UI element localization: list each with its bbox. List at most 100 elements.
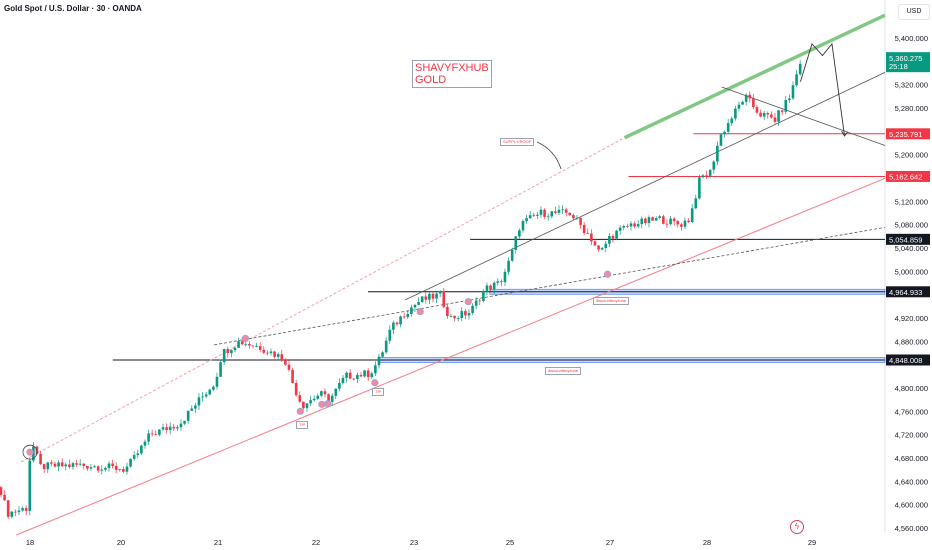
candle-body xyxy=(428,293,431,300)
trendline-red-solid xyxy=(16,177,886,536)
candle-body xyxy=(208,389,212,395)
candle xyxy=(590,229,593,246)
candle-body xyxy=(694,198,698,209)
candle xyxy=(730,116,734,126)
candle xyxy=(122,466,125,474)
candle xyxy=(158,429,161,437)
candle-body xyxy=(273,351,276,357)
x-tick-label: 21 xyxy=(214,538,222,547)
candle-body xyxy=(719,134,723,146)
candle xyxy=(208,388,212,396)
candle xyxy=(564,207,568,217)
y-tick-label: 4,680.000 xyxy=(895,454,928,463)
y-tick-label: 5,000.000 xyxy=(895,267,928,276)
candle-body xyxy=(485,285,489,291)
candle-body xyxy=(104,467,107,470)
candle-body xyxy=(762,112,766,117)
candle-body xyxy=(629,223,633,227)
brand-line-2: GOLD xyxy=(415,74,447,86)
candle xyxy=(654,216,658,221)
candle-body xyxy=(453,315,456,319)
candle xyxy=(690,204,694,224)
candle-body xyxy=(626,225,629,227)
candle xyxy=(744,93,748,106)
candle xyxy=(392,320,395,335)
candle xyxy=(795,70,798,88)
candle xyxy=(276,352,280,361)
candle-body xyxy=(464,311,467,316)
candle xyxy=(438,290,442,298)
candle xyxy=(75,459,78,467)
candle xyxy=(726,118,730,135)
candle xyxy=(770,111,773,119)
candle xyxy=(312,395,316,402)
candle-body xyxy=(554,211,557,213)
candle-body xyxy=(791,85,795,99)
candle xyxy=(514,235,518,254)
candle xyxy=(28,457,32,516)
candle-body xyxy=(262,349,266,353)
candle xyxy=(338,378,341,392)
candle-body xyxy=(42,464,46,470)
candle xyxy=(478,298,482,306)
x-tick-label: 28 xyxy=(703,538,711,547)
candle xyxy=(557,205,561,215)
y-tick-label: 4,760.000 xyxy=(895,407,928,416)
candle-body xyxy=(730,118,734,124)
candle-body xyxy=(644,218,647,224)
highlight-circle xyxy=(22,444,38,460)
candle-body xyxy=(50,462,53,464)
candle xyxy=(309,395,312,406)
candle xyxy=(125,462,129,475)
candle-body xyxy=(154,434,158,436)
candle xyxy=(456,315,460,322)
candle-body xyxy=(266,352,269,354)
candle-body xyxy=(222,348,226,363)
candle-body xyxy=(136,453,140,456)
touch-point-marker xyxy=(603,270,612,278)
candle xyxy=(86,465,89,471)
candle xyxy=(500,279,503,287)
candle xyxy=(615,229,618,241)
candle xyxy=(536,211,539,219)
flash-icon[interactable]: ϟ xyxy=(790,520,804,534)
candle-body xyxy=(168,426,172,431)
candle-body xyxy=(420,296,424,303)
candle-body xyxy=(568,212,572,216)
candle xyxy=(413,303,417,312)
candle xyxy=(773,113,777,125)
currency-button[interactable]: USD xyxy=(898,4,930,20)
touch-point-marker xyxy=(26,448,34,456)
x-tick-label: 18 xyxy=(26,538,34,547)
candle-body xyxy=(71,463,75,467)
candle xyxy=(460,307,464,322)
candle-body xyxy=(680,224,683,227)
candle-body xyxy=(64,464,68,467)
candle xyxy=(568,211,572,216)
candle xyxy=(244,341,248,348)
candle-body xyxy=(345,372,348,378)
candle xyxy=(118,469,122,472)
candle-body xyxy=(258,346,262,350)
candle xyxy=(219,359,222,377)
candle xyxy=(68,459,71,469)
candle xyxy=(496,278,500,286)
candle xyxy=(780,109,784,116)
candle-body xyxy=(147,433,150,442)
y-tick-label: 4,640.000 xyxy=(895,477,928,486)
candle xyxy=(215,372,219,390)
candle xyxy=(507,257,510,276)
candle-body xyxy=(46,462,50,470)
x-tick-label: 22 xyxy=(312,538,320,547)
y-tick-label: 4,880.000 xyxy=(895,337,928,346)
candle-body xyxy=(406,313,410,318)
y-tick-label: 5,120.000 xyxy=(895,197,928,206)
candle-body xyxy=(374,365,377,374)
candle xyxy=(287,360,291,372)
trendline-gray-dashed xyxy=(214,226,886,346)
candle xyxy=(449,313,453,318)
candle-body xyxy=(438,291,442,294)
candle-body xyxy=(377,356,381,366)
y-tick-label: 5,040.000 xyxy=(895,244,928,253)
